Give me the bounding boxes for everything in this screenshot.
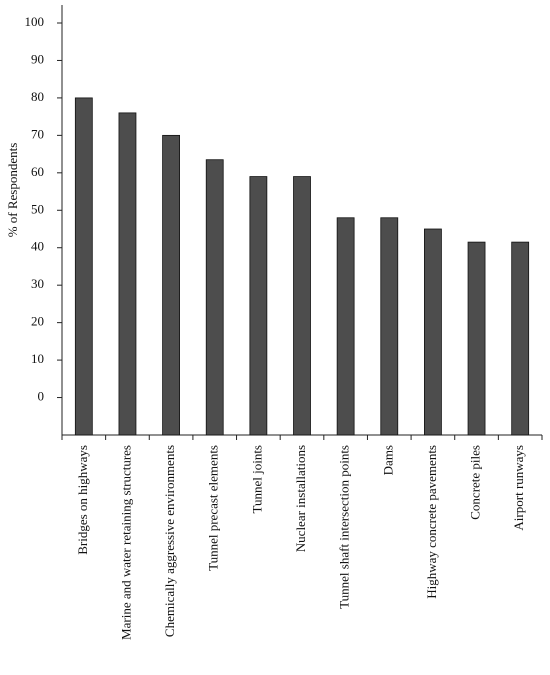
y-tick-label: 80 (31, 89, 44, 104)
bar (205, 159, 224, 436)
bar (118, 112, 137, 436)
x-tick-label: Chemically aggressive environments (162, 445, 177, 637)
y-tick-label: 20 (31, 314, 44, 329)
bar (74, 97, 93, 436)
y-tick-label: 50 (31, 201, 44, 216)
y-tick-label: 0 (38, 389, 45, 404)
bar (511, 241, 530, 436)
bar (249, 176, 268, 436)
bar (380, 217, 399, 436)
x-tick-label: Tunnel joints (249, 445, 264, 514)
bar (162, 134, 180, 436)
x-tick-label: Tunnel shaft intersection points (337, 445, 352, 609)
y-tick-label: 30 (31, 276, 44, 291)
x-tick-label: Highway concrete pavements (424, 445, 439, 599)
x-tick-label: Marine and water retaining structures (118, 445, 133, 640)
y-tick-label: 60 (31, 164, 44, 179)
bar (336, 217, 355, 436)
y-tick-label: 10 (31, 351, 44, 366)
y-axis-label: % of Respondents (5, 143, 20, 238)
x-tick-label: Dams (380, 445, 395, 475)
x-tick-label: Airport runways (511, 445, 526, 531)
x-tick-label: Nuclear installations (293, 445, 308, 552)
x-tick-label: Bridges on highways (75, 445, 90, 555)
bar (467, 241, 486, 436)
y-tick-label: 90 (31, 51, 44, 66)
y-tick-label: 40 (31, 239, 44, 254)
y-tick-label: 100 (25, 14, 45, 29)
bar (293, 176, 311, 436)
x-tick-label: Concrete piles (468, 445, 483, 520)
bar (424, 228, 442, 436)
y-tick-label: 70 (31, 126, 44, 141)
x-tick-label: Tunnel precast elements (206, 445, 221, 571)
